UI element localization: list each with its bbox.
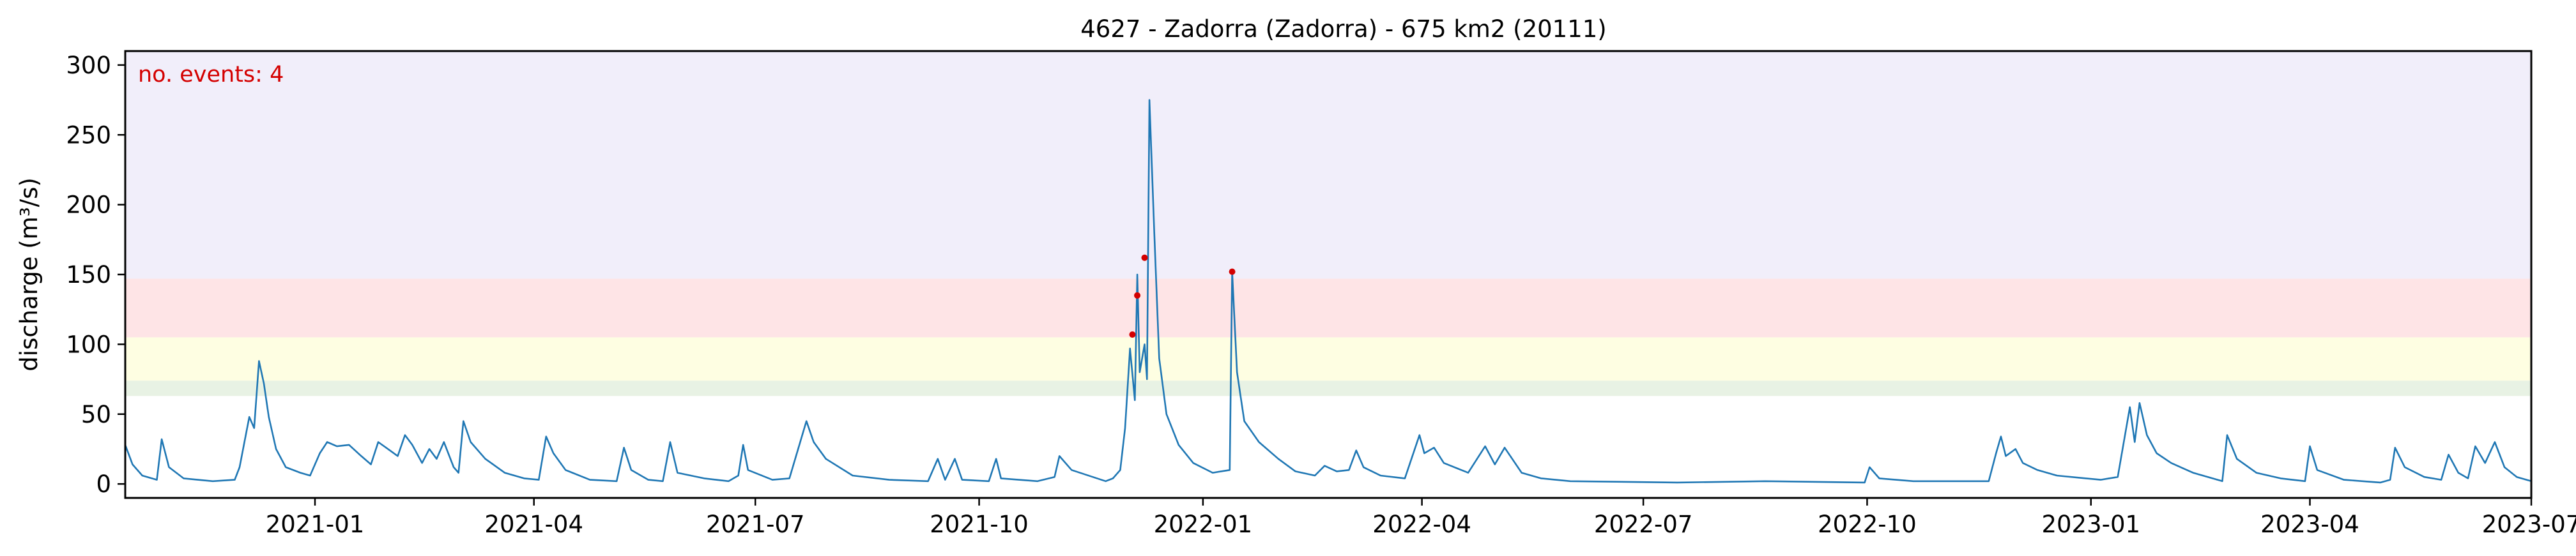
- y-tick-label-5: 200: [66, 192, 111, 219]
- threshold-band-2: [125, 337, 2531, 381]
- threshold-band-4: [125, 51, 2531, 279]
- x-tick-label-11: 2023-07: [2482, 511, 2576, 538]
- y-tick-label-2: 50: [81, 401, 111, 428]
- x-tick-label-8: 2022-10: [1818, 511, 1917, 538]
- x-tick-label-6: 2022-04: [1372, 511, 1471, 538]
- x-tick-label-3: 2021-07: [706, 511, 805, 538]
- y-tick-label-3: 100: [66, 331, 111, 358]
- event-marker-4: [1229, 268, 1236, 275]
- threshold-bands: [125, 51, 2531, 396]
- chart-title: 4627 - Zadorra (Zadorra) - 675 km2 (2011…: [1080, 15, 1606, 43]
- event-markers: [1129, 254, 1236, 338]
- threshold-band-3: [125, 278, 2531, 338]
- x-tick-label-5: 2022-01: [1154, 511, 1253, 538]
- x-tick-label-2: 2021-04: [484, 511, 583, 538]
- y-tick-label-1: 0: [96, 470, 111, 498]
- x-tick-label-10: 2023-04: [2260, 511, 2359, 538]
- x-tick-label-7: 2022-07: [1594, 511, 1693, 538]
- event-marker-2: [1134, 292, 1141, 299]
- event-marker-1: [1129, 331, 1136, 338]
- threshold-band-1: [125, 380, 2531, 396]
- y-axis: 0 50 100 150 200 250 300: [66, 52, 125, 498]
- events-count-annotation: no. events: 4: [138, 62, 284, 87]
- y-tick-label-4: 150: [66, 261, 111, 289]
- plot-frame: [124, 50, 2533, 499]
- x-tick-label-4: 2021-10: [930, 511, 1029, 538]
- x-axis: 2021-01 2021-04 2021-07 2021-10 2022-01 2022-…: [266, 498, 2576, 538]
- discharge-line-1: [124, 99, 2532, 484]
- x-tick-label-9: 2023-01: [2041, 511, 2140, 538]
- y-tick-label-6: 250: [66, 121, 111, 149]
- x-tick-label-1: 2021-01: [266, 511, 365, 538]
- y-tick-label-7: 300: [66, 52, 111, 79]
- event-marker-3: [1141, 254, 1148, 261]
- discharge-series: [124, 99, 2532, 484]
- y-axis-label: discharge (m³/s): [15, 177, 43, 372]
